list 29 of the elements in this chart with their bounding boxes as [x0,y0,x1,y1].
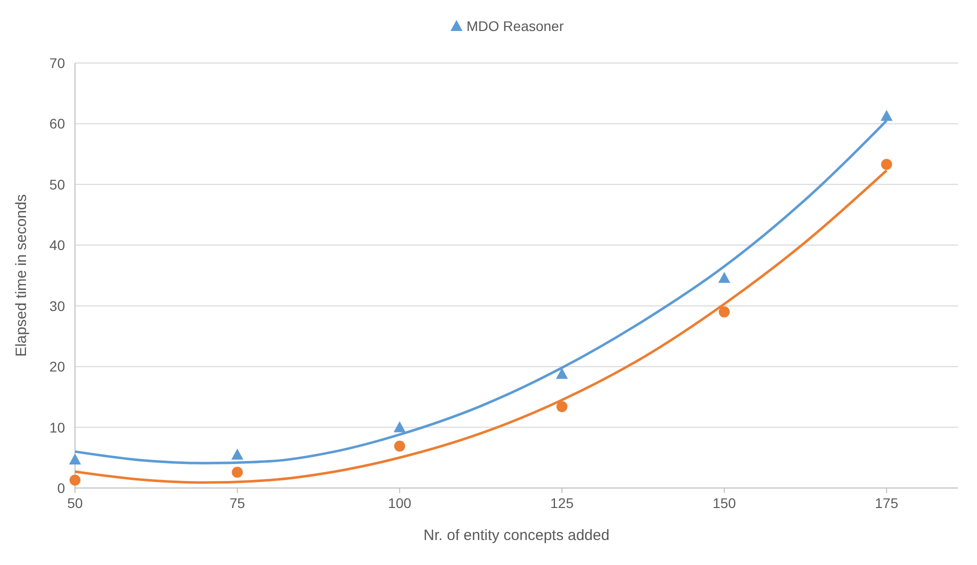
point [881,158,892,170]
point [69,453,81,464]
y-axis-title: Elapsed time in seconds [13,194,30,357]
x-tick-label: 100 [388,495,412,511]
x-tick-label: 125 [550,495,574,511]
y-tick-label: 10 [49,419,66,436]
point [394,440,406,452]
y-tick-label: 50 [49,176,66,192]
x-tick-label: 50 [67,495,83,511]
y-tick-label: 60 [49,116,66,132]
x-tick-label: 75 [230,495,246,511]
point [231,448,244,460]
x-axis-title: Nr. of entity concepts added [424,527,610,544]
y-tick-label: 40 [49,237,66,254]
y-tick-label: 20 [49,358,66,375]
point [880,110,893,121]
point [232,466,243,478]
point [556,401,568,412]
x-tick-label: 175 [874,495,898,511]
point [394,421,406,432]
point [718,306,730,318]
y-tick-label: 30 [49,298,66,314]
point [70,474,80,486]
x-tick-label: 150 [712,495,736,511]
point [556,368,568,379]
y-tick-label: 0 [57,480,66,496]
legend-label: MDO Reasoner [466,18,564,34]
point [718,272,730,283]
y-tick-label: 70 [49,55,66,71]
